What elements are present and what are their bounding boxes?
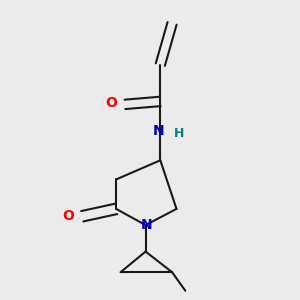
- Text: O: O: [62, 209, 74, 223]
- Text: O: O: [105, 96, 117, 110]
- Text: N: N: [153, 124, 165, 138]
- Text: H: H: [174, 127, 184, 140]
- Text: N: N: [141, 218, 153, 232]
